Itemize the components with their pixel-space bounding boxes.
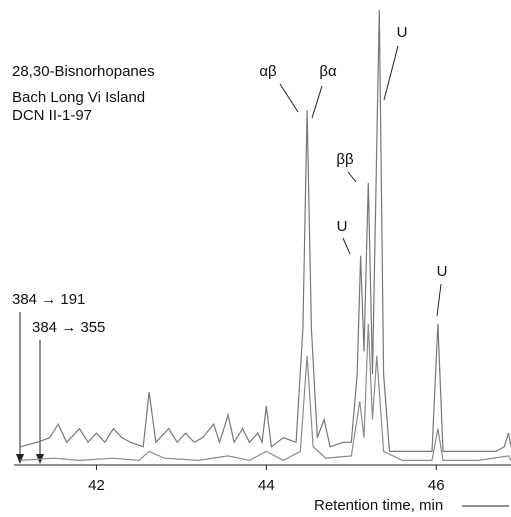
legend-arrowhead: [16, 454, 24, 464]
leader-line: [279, 83, 299, 113]
peak-label: αβ: [259, 63, 277, 80]
peak-label: U: [337, 218, 348, 235]
x-axis-label: Retention time, min: [314, 497, 443, 514]
leader-line: [383, 45, 399, 101]
peak-label: ββ: [336, 151, 354, 168]
trace: [19, 323, 511, 462]
trace: [19, 9, 511, 452]
peak-label: U: [397, 24, 408, 41]
legend-label: 384 → 191: [12, 291, 85, 308]
leader-line: [436, 283, 442, 317]
legend-label: 384 → 355: [32, 319, 105, 336]
chart-subtitle: DCN II-1-97: [12, 107, 92, 124]
leader-line: [347, 171, 357, 183]
peak-label: U: [437, 263, 448, 280]
x-tick-label: 46: [428, 477, 445, 494]
chart-title: 28,30-Bisnorhopanes: [12, 63, 155, 80]
chart-subtitle: Bach Long Vi Island: [12, 89, 145, 106]
leader-line: [342, 237, 351, 255]
x-tick-label: 44: [258, 477, 275, 494]
peak-label: βα: [319, 63, 337, 80]
x-tick-label: 42: [88, 477, 105, 494]
leader-line: [311, 85, 323, 119]
